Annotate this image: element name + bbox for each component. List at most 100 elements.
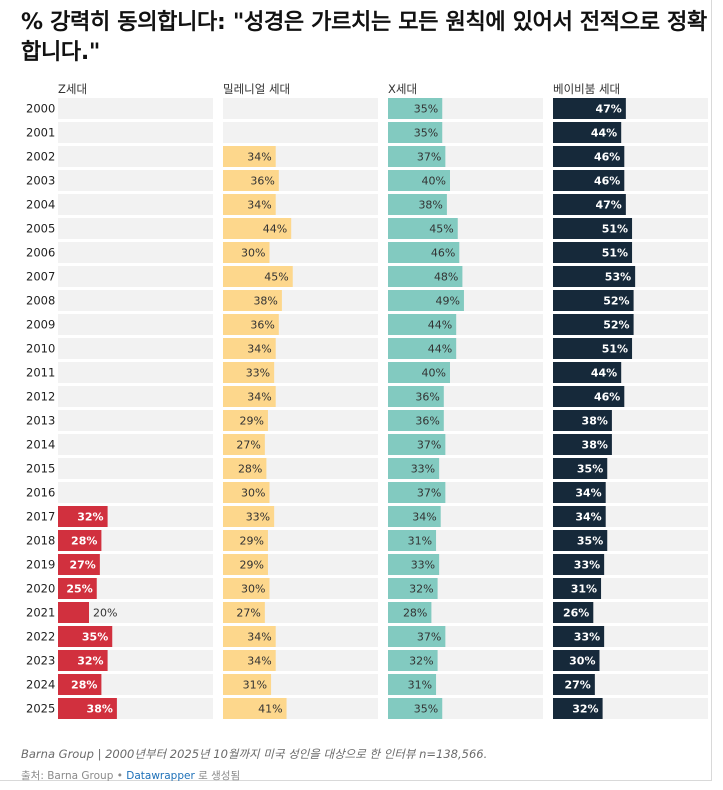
value-label: 38% xyxy=(87,703,113,716)
panel-header: Z세대 xyxy=(58,82,87,96)
value-label: 46% xyxy=(431,247,455,260)
value-label: 34% xyxy=(247,631,271,644)
value-label: 36% xyxy=(250,319,274,332)
value-label: 47% xyxy=(596,199,622,212)
year-label: 2003 xyxy=(26,174,55,188)
bar xyxy=(553,194,626,215)
bar xyxy=(58,554,100,575)
value-label: 33% xyxy=(411,559,435,572)
bar-track xyxy=(58,434,213,455)
value-label: 38% xyxy=(582,439,608,452)
value-label: 46% xyxy=(594,391,620,404)
bar xyxy=(223,626,276,647)
bar-track xyxy=(58,242,213,263)
value-label: 20% xyxy=(93,607,117,620)
bar xyxy=(388,146,446,167)
bar-track xyxy=(58,386,213,407)
bar xyxy=(223,458,267,479)
value-label: 35% xyxy=(577,463,603,476)
bar xyxy=(223,434,265,455)
value-label: 44% xyxy=(591,127,617,140)
bar xyxy=(553,674,595,695)
value-label: 31% xyxy=(571,583,597,596)
value-label: 44% xyxy=(428,343,452,356)
bar xyxy=(388,554,440,575)
value-label: 34% xyxy=(575,487,601,500)
bar xyxy=(223,338,276,359)
bar-track xyxy=(58,266,213,287)
bar xyxy=(553,98,626,119)
value-label: 25% xyxy=(66,583,92,596)
value-label: 26% xyxy=(563,607,589,620)
value-label: 53% xyxy=(605,271,631,284)
bar xyxy=(223,146,276,167)
bar xyxy=(58,578,97,599)
bar-track xyxy=(58,146,213,167)
value-label: 37% xyxy=(417,151,441,164)
bar xyxy=(553,410,612,431)
value-label: 35% xyxy=(577,535,603,548)
bar xyxy=(388,506,441,527)
year-label: 2025 xyxy=(26,702,55,716)
year-label: 2001 xyxy=(26,126,55,140)
value-label: 38% xyxy=(418,199,442,212)
year-label: 2000 xyxy=(26,102,55,116)
bar xyxy=(388,122,443,143)
bar xyxy=(388,578,438,599)
year-label: 2012 xyxy=(26,390,55,404)
value-label: 33% xyxy=(246,367,270,380)
year-label: 2024 xyxy=(26,678,55,692)
source-suffix: 로 생성됨 xyxy=(198,770,241,782)
bar xyxy=(388,410,444,431)
chart-title: % 강력히 동의합니다: "성경은 가르치는 모든 원칙에 있어서 전적으로 정… xyxy=(21,10,707,65)
year-label: 2004 xyxy=(26,198,55,212)
value-label: 30% xyxy=(569,655,595,668)
datawrapper-link[interactable]: Datawrapper xyxy=(126,770,195,782)
value-label: 32% xyxy=(572,703,598,716)
bar xyxy=(223,530,268,551)
bar-track xyxy=(58,194,213,215)
bar xyxy=(388,698,443,719)
bar xyxy=(223,242,270,263)
value-label: 35% xyxy=(82,631,108,644)
bar xyxy=(553,530,608,551)
bar-track xyxy=(58,314,213,335)
value-label: 29% xyxy=(239,415,263,428)
bar xyxy=(388,170,450,191)
bar-track xyxy=(58,458,213,479)
year-label: 2016 xyxy=(26,486,55,500)
bar xyxy=(553,146,625,167)
bar xyxy=(553,170,625,191)
value-label: 33% xyxy=(246,511,270,524)
bar xyxy=(223,194,276,215)
value-label: 27% xyxy=(236,439,260,452)
value-label: 34% xyxy=(247,199,271,212)
bar-track xyxy=(223,122,378,143)
source-separator: • xyxy=(116,770,123,782)
value-label: 51% xyxy=(602,247,628,260)
year-label: 2008 xyxy=(26,294,55,308)
value-label: 45% xyxy=(264,271,288,284)
year-label: 2007 xyxy=(26,270,55,284)
year-label: 2019 xyxy=(26,558,55,572)
value-label: 36% xyxy=(250,175,274,188)
year-label: 2006 xyxy=(26,246,55,260)
bar xyxy=(223,698,287,719)
bar xyxy=(388,602,432,623)
bar xyxy=(553,602,594,623)
bar xyxy=(388,218,458,239)
bar xyxy=(553,698,603,719)
value-label: 41% xyxy=(258,703,282,716)
small-multiples-bar-chart: 2000 2001 2002 2003 2004 2005 2006 2007 2008 2009… xyxy=(26,82,708,719)
value-label: 31% xyxy=(408,679,432,692)
source-prefix: 출처: Barna Group xyxy=(21,770,114,782)
year-label: 2011 xyxy=(26,366,55,380)
year-label: 2023 xyxy=(26,654,55,668)
bar xyxy=(58,698,117,719)
value-label: 49% xyxy=(435,295,459,308)
bar xyxy=(553,626,605,647)
value-label: 38% xyxy=(582,415,608,428)
value-label: 52% xyxy=(603,319,629,332)
value-label: 37% xyxy=(417,487,441,500)
bar-track xyxy=(223,98,378,119)
